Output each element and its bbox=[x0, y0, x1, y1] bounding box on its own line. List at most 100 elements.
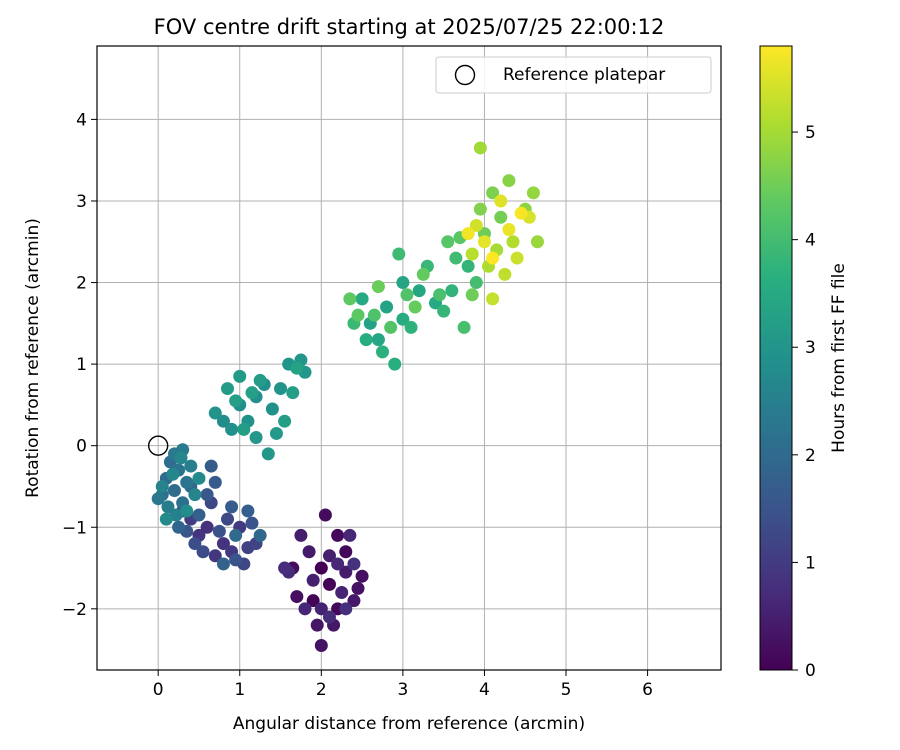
data-point bbox=[477, 235, 491, 249]
data-point bbox=[200, 520, 214, 534]
x-tick-label-0: 0 bbox=[153, 680, 164, 700]
data-point bbox=[441, 235, 455, 249]
data-point bbox=[400, 288, 414, 302]
y-tick-label-5: 3 bbox=[76, 192, 87, 212]
data-point bbox=[196, 545, 210, 559]
y-tick-label-2: 0 bbox=[76, 437, 87, 457]
x-tick-label-2: 2 bbox=[316, 680, 327, 700]
data-point bbox=[294, 528, 308, 542]
data-point bbox=[306, 573, 320, 587]
x-tick-label-6: 6 bbox=[642, 680, 653, 700]
data-point bbox=[347, 557, 361, 571]
data-point bbox=[433, 288, 447, 302]
data-point bbox=[241, 504, 255, 518]
data-points bbox=[151, 141, 544, 653]
y-tick-label-4: 2 bbox=[76, 274, 87, 294]
x-axis-label: Angular distance from reference (arcmin) bbox=[233, 714, 585, 734]
data-point bbox=[530, 235, 544, 249]
data-point bbox=[335, 586, 349, 600]
colorbar-tick-label-2: 2 bbox=[805, 446, 816, 466]
data-point bbox=[184, 459, 198, 473]
data-point bbox=[498, 267, 512, 281]
data-point bbox=[408, 300, 422, 314]
data-point bbox=[367, 308, 381, 322]
data-point bbox=[392, 247, 406, 261]
data-point bbox=[245, 516, 259, 530]
colorbar-tick-label-1: 1 bbox=[805, 553, 816, 573]
data-point bbox=[355, 292, 369, 306]
colorbar-ticks: 0 1 2 3 4 5 bbox=[792, 123, 816, 681]
data-point bbox=[161, 500, 175, 514]
data-point bbox=[208, 406, 222, 420]
data-point bbox=[526, 186, 540, 200]
data-point bbox=[437, 304, 451, 318]
data-point bbox=[343, 292, 357, 306]
data-point bbox=[486, 251, 500, 265]
data-point bbox=[253, 373, 267, 387]
data-point bbox=[278, 414, 292, 428]
data-point bbox=[212, 524, 226, 538]
data-point bbox=[237, 422, 251, 436]
data-point bbox=[204, 459, 218, 473]
data-point bbox=[314, 602, 328, 616]
data-point bbox=[174, 451, 188, 465]
data-point bbox=[351, 308, 365, 322]
data-point bbox=[457, 320, 471, 334]
data-point bbox=[166, 467, 180, 481]
data-point bbox=[216, 537, 230, 551]
data-point bbox=[339, 545, 353, 559]
data-point bbox=[396, 276, 410, 290]
data-point bbox=[514, 206, 528, 220]
data-point bbox=[339, 565, 353, 579]
data-point bbox=[278, 561, 292, 575]
data-point bbox=[404, 320, 418, 334]
y-axis-label: Rotation from reference (arcmin) bbox=[23, 218, 43, 498]
data-point bbox=[486, 186, 500, 200]
colorbar-tick-label-3: 3 bbox=[805, 338, 816, 358]
data-point bbox=[494, 210, 508, 224]
data-point bbox=[302, 545, 316, 559]
data-point bbox=[331, 528, 345, 542]
data-point bbox=[331, 557, 345, 571]
data-point bbox=[188, 537, 202, 551]
plot-frame bbox=[96, 45, 722, 671]
data-point bbox=[229, 553, 243, 567]
data-point bbox=[208, 475, 222, 489]
data-point bbox=[347, 594, 361, 608]
data-point bbox=[318, 508, 332, 522]
data-point bbox=[494, 194, 508, 208]
legend-marker-icon bbox=[454, 64, 476, 86]
data-point bbox=[200, 488, 214, 502]
x-tick-label-3: 3 bbox=[397, 680, 408, 700]
data-point bbox=[461, 227, 475, 241]
data-point bbox=[510, 251, 524, 265]
data-point bbox=[274, 382, 288, 396]
x-axis-ticks: 0 1 2 3 4 5 6 bbox=[153, 670, 653, 700]
reference-marker-layer bbox=[147, 435, 169, 456]
data-point bbox=[371, 333, 385, 347]
data-point bbox=[445, 284, 459, 298]
reference-marker bbox=[147, 435, 169, 456]
chart-title: FOV centre drift starting at 2025/07/25 … bbox=[154, 15, 665, 39]
data-point bbox=[180, 504, 194, 518]
data-point bbox=[502, 174, 516, 188]
data-point bbox=[486, 292, 500, 306]
data-point bbox=[192, 508, 206, 522]
data-point bbox=[396, 312, 410, 326]
data-point bbox=[249, 431, 263, 445]
data-point bbox=[155, 479, 169, 493]
data-point bbox=[172, 520, 186, 534]
data-point bbox=[314, 639, 328, 653]
data-point bbox=[371, 280, 385, 294]
legend-entry-label: Reference platepar bbox=[503, 65, 665, 85]
data-point bbox=[343, 528, 357, 542]
colorbar-tick-label-4: 4 bbox=[805, 231, 816, 251]
y-tick-label-1: −1 bbox=[62, 518, 87, 538]
data-point bbox=[286, 386, 300, 400]
y-tick-label-3: 1 bbox=[76, 355, 87, 375]
data-point bbox=[225, 500, 239, 514]
data-point bbox=[384, 320, 398, 334]
grid bbox=[97, 46, 721, 670]
colorbar-label: Hours from first FF file bbox=[829, 263, 849, 453]
